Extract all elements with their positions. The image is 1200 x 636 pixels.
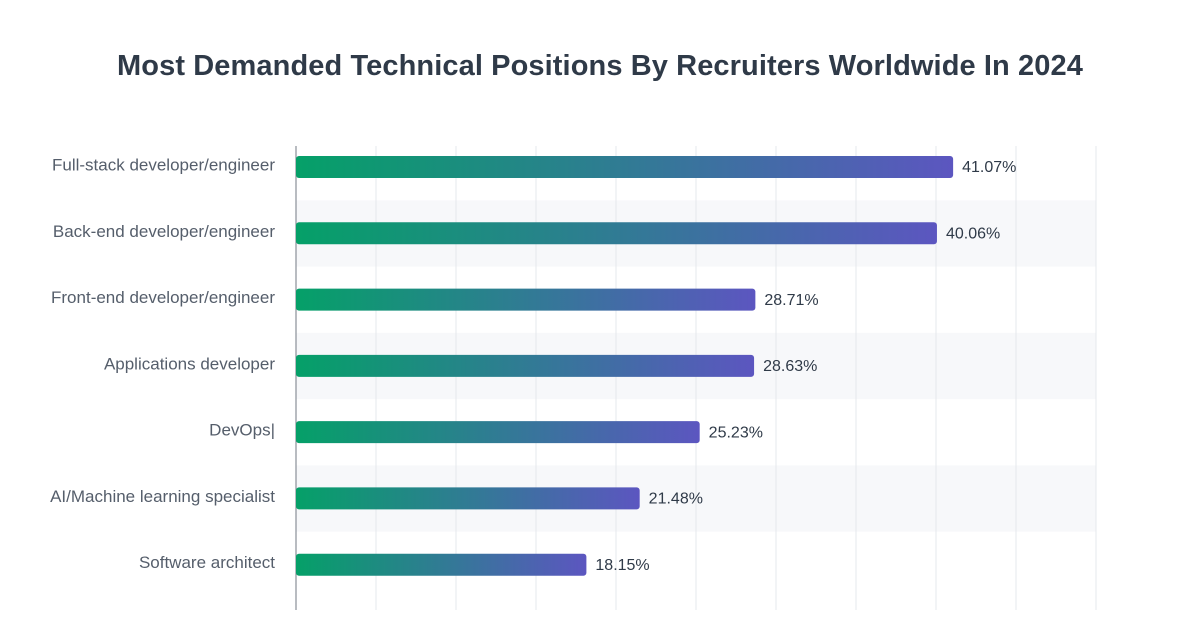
value-label: 40.06% [946, 226, 1000, 243]
value-label: 41.07% [962, 159, 1016, 176]
category-label: Full-stack developer/engineer [52, 155, 275, 174]
category-labels: Full-stack developer/engineer Back-end de… [50, 155, 275, 572]
bar [296, 288, 756, 311]
bar [296, 553, 587, 576]
category-label: DevOps| [209, 421, 275, 440]
category-label: Applications developer [104, 354, 275, 373]
category-label: Front-end developer/engineer [51, 288, 275, 307]
value-label: 21.48% [649, 491, 703, 508]
bar [296, 421, 700, 444]
value-label: 18.15% [595, 557, 649, 574]
bar [296, 222, 937, 245]
value-label: 25.23% [709, 424, 763, 441]
bar [296, 156, 954, 178]
bar [296, 487, 640, 510]
category-label: Software architect [139, 553, 275, 572]
value-label: 28.63% [763, 358, 817, 375]
chart-title: Most Demanded Technical Positions By Rec… [117, 50, 1083, 82]
category-label: Back-end developer/engineer [53, 222, 275, 241]
value-label: 28.71% [764, 292, 818, 309]
value-labels: 41.07% 40.06% 28.71% 28.63% 25.23% 21.48% 18.1… [595, 159, 1016, 574]
bars [296, 156, 954, 576]
bar [296, 354, 755, 377]
category-label: AI/Machine learning specialist [50, 487, 275, 506]
